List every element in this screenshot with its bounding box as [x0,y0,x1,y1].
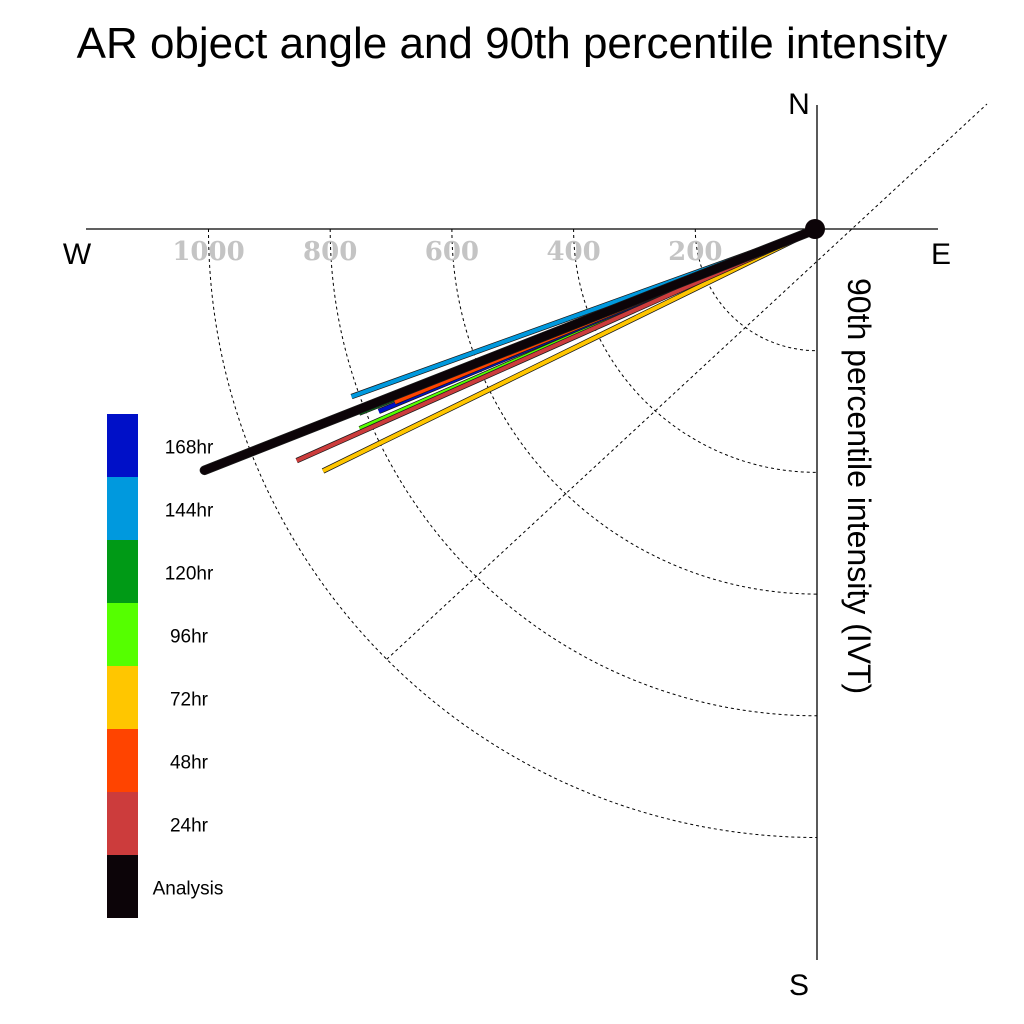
north-label: N [788,88,810,121]
tick-label-600: 600 [425,237,479,267]
legend-label-120hr: 120hr [165,564,214,585]
radial-tick-labels: 200 400 600 800 1000 [172,237,722,267]
legend-swatch-analysis [107,855,138,918]
polar-grid [208,103,988,838]
legend-label-analysis: Analysis [153,879,224,900]
grid-diagonal [386,103,988,660]
grid-arc-400 [573,228,818,473]
legend-label-72hr: 72hr [170,690,209,711]
legend-label-168hr: 168hr [165,438,214,459]
legend-swatch-96hr [107,603,138,666]
origin-marker [805,219,825,239]
legend-label-24hr: 24hr [170,816,209,837]
legend-swatch-144hr [107,477,138,540]
color-legend: 168hr 144hr 120hr 96hr 72hr 48hr 24hr Analysis [107,414,223,918]
series-lines [199,224,822,476]
grid-arc-600 [451,228,818,595]
west-label: W [63,238,92,271]
legend-swatch-168hr [107,414,138,477]
legend-swatch-72hr [107,666,138,729]
grid-arc-800 [329,228,818,717]
east-label: E [931,238,951,271]
legend-swatch-120hr [107,540,138,603]
series-line-analysis [200,225,821,475]
legend-label-48hr: 48hr [170,753,209,774]
grid-arc-200 [694,228,818,352]
legend-label-96hr: 96hr [170,627,209,648]
legend-swatch-48hr [107,729,138,792]
tick-label-400: 400 [546,237,600,267]
series-line-72hr [322,227,818,473]
y-axis-label: 90th percentile intensity (IVT) [841,278,877,694]
legend-label-144hr: 144hr [165,501,214,522]
legend-swatch-24hr [107,792,138,855]
grid-arc-1000 [208,228,818,838]
tick-label-200: 200 [668,237,722,267]
chart-title: AR object angle and 90th percentile inte… [77,19,948,68]
tick-label-1000: 1000 [172,237,244,267]
south-label: S [789,969,809,1002]
tick-label-800: 800 [303,237,357,267]
